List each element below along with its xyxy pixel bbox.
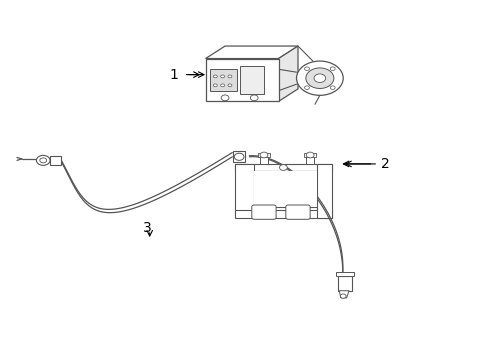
Bar — [50, 156, 61, 165]
Circle shape — [260, 152, 267, 158]
Circle shape — [340, 294, 346, 298]
Text: 3: 3 — [142, 221, 151, 235]
Circle shape — [305, 152, 313, 158]
Polygon shape — [205, 59, 278, 102]
Circle shape — [296, 61, 343, 95]
Circle shape — [227, 75, 231, 78]
Bar — [239, 66, 264, 94]
Text: 2: 2 — [380, 157, 389, 171]
Bar — [305, 155, 313, 164]
Polygon shape — [234, 164, 254, 214]
Circle shape — [213, 75, 217, 78]
Circle shape — [329, 86, 334, 89]
Polygon shape — [317, 164, 331, 217]
Bar — [233, 152, 245, 162]
Polygon shape — [254, 171, 317, 207]
Circle shape — [234, 153, 244, 160]
Circle shape — [40, 158, 46, 163]
Bar — [304, 153, 315, 157]
Bar — [210, 69, 237, 91]
Bar — [260, 155, 267, 164]
Circle shape — [213, 84, 217, 87]
Circle shape — [36, 156, 50, 165]
Circle shape — [250, 95, 258, 101]
Text: 1: 1 — [169, 68, 178, 82]
Circle shape — [305, 68, 333, 89]
Polygon shape — [234, 164, 331, 171]
Circle shape — [220, 75, 224, 78]
Circle shape — [221, 95, 228, 101]
Circle shape — [220, 84, 224, 87]
Polygon shape — [278, 46, 297, 102]
Bar — [337, 276, 352, 291]
Bar — [335, 272, 354, 276]
Polygon shape — [205, 46, 297, 59]
Bar — [258, 153, 269, 157]
Circle shape — [304, 86, 309, 89]
Circle shape — [313, 74, 325, 82]
Circle shape — [227, 84, 231, 87]
Circle shape — [304, 67, 309, 71]
Circle shape — [279, 165, 287, 170]
FancyBboxPatch shape — [285, 205, 309, 219]
Polygon shape — [234, 210, 331, 217]
FancyBboxPatch shape — [251, 205, 276, 219]
Polygon shape — [339, 291, 348, 298]
Circle shape — [329, 67, 334, 71]
